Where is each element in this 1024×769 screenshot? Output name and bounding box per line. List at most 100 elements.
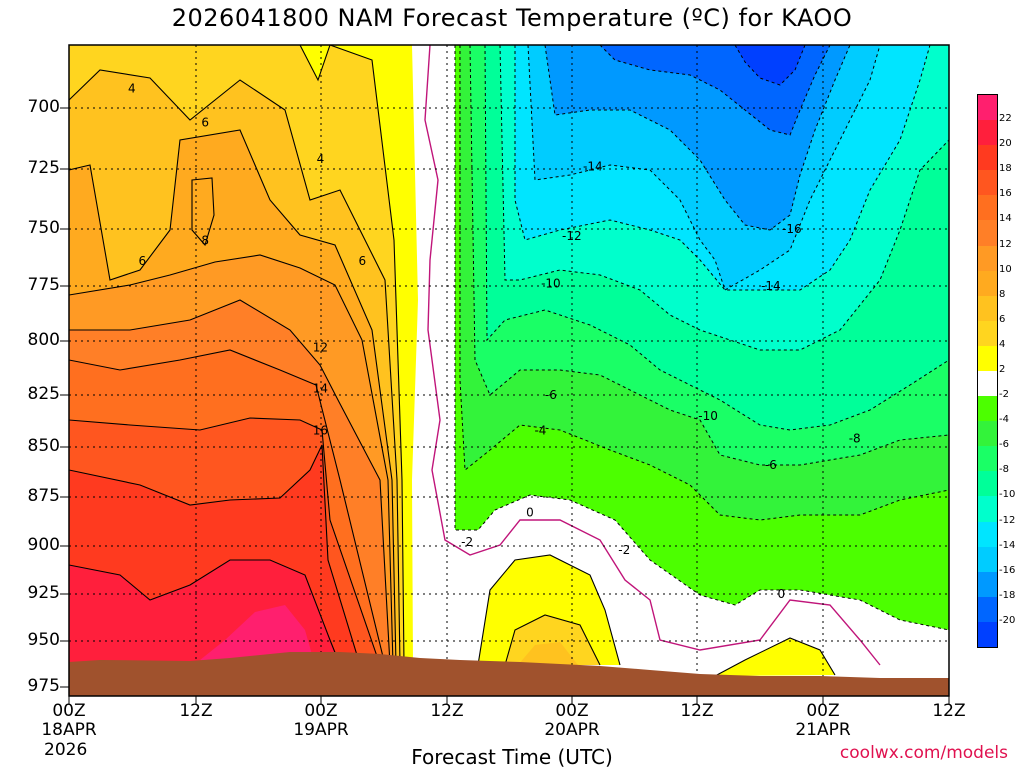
fill-m20 [735,45,805,85]
ytick-label: 900 [27,535,60,555]
colorbar-label: -20 [999,614,1016,626]
colorbar-cell [978,396,997,422]
colorbar-cell [978,345,997,372]
colorbar-label: -18 [999,589,1016,601]
xtick-label: 00Z 18APR [41,701,97,740]
contour-label: 14 [313,382,328,396]
contour-label: 4 [128,81,136,95]
contour-labels: 4 6 4 8 6 6 12 14 16 -14 -12 -10 -16 -14 -6 -4 -10 -8 -6 0 -… [128,81,861,601]
plot-frame [68,44,950,697]
colorbar-cell [978,170,997,196]
fill-22 [200,605,315,665]
colorbar-cell [978,446,997,472]
xtick-label: 00Z 21APR [795,701,851,740]
xtick-label: 12Z [430,701,464,721]
colorbar-cell [978,95,997,121]
colorbar-label: 2 [999,364,1006,375]
colorbar-label: 20 [999,138,1012,150]
cold-contours [454,45,949,631]
colorbar-cell [978,371,997,397]
terrain [69,652,949,696]
ytick-label: 825 [27,384,60,404]
ytick-label: 725 [27,158,60,178]
ytick-label: 700 [27,97,60,117]
ytick-label: 875 [27,486,60,506]
colorbar-label: 22 [999,113,1012,125]
contour-label: -10 [698,409,718,423]
contour-label: -16 [782,222,802,236]
colorbar-label: -10 [999,489,1016,501]
warm-contours [69,45,836,677]
ytick-label: 850 [27,436,60,456]
contour-label: 6 [359,254,367,268]
x-axis-label: Forecast Time (UTC) [411,745,613,769]
contour-label: -6 [765,458,777,472]
credit-link[interactable]: coolwx.com/models [839,743,1008,763]
contour-label: -2 [461,535,473,549]
axis-ticks [60,107,950,704]
contour-label: -12 [562,229,582,243]
fill-6-pocket-20apr [518,642,578,665]
year-label: 2026 [44,740,88,760]
contour-label: 8 [201,233,209,247]
contour-label: 16 [313,423,328,437]
colorbar-label: 16 [999,188,1012,200]
contour-label: -6 [545,388,557,402]
colorbar-cell [978,571,997,598]
colorbar-cell [978,270,997,297]
contour-label: 6 [201,116,209,130]
fill-8-island [192,178,214,245]
contour-label: 12 [313,340,328,354]
colorbar-label: 8 [999,288,1006,300]
contour-label: -8 [849,432,861,446]
colorbar-label: 12 [999,238,1012,250]
colorbar-label: -2 [999,389,1009,401]
colorbar-label: 18 [999,163,1012,175]
chart-title: 2026041800 NAM Forecast Temperature (ºC)… [171,4,853,32]
ytick-label: 925 [27,583,60,603]
contour-label: -14 [583,160,603,174]
colorbar-cell [978,295,997,322]
colorbar-label: -12 [999,514,1016,526]
contour-label: 0 [778,587,786,601]
ytick-label: 750 [27,218,60,238]
xtick-label: 00Z 20APR [544,701,600,740]
colorbar-cell [978,521,997,548]
ytick-label: 975 [27,676,60,696]
colorbar-cell [978,546,997,573]
colorbar-cell [978,195,997,221]
ytick-label: 950 [27,630,60,650]
ytick-label: 775 [27,275,60,295]
colorbar-cell [978,421,997,447]
contour-label: -14 [761,279,781,293]
contour-label: 4 [317,152,325,166]
colorbar [977,94,998,648]
colorbar-cell [978,220,997,247]
contour-label: 6 [139,254,147,268]
colorbar-cell [978,120,997,146]
colorbar-cell [978,471,997,497]
xtick-label: 12Z [932,701,966,721]
contour-label: -2 [618,543,630,557]
colorbar-cell [978,245,997,272]
colorbar-label: 14 [999,213,1012,225]
colorbar-cell [978,145,997,171]
xtick-label: 12Z [680,701,714,721]
colorbar-label: -4 [999,414,1009,426]
colorbar-label: 4 [999,338,1006,350]
colorbar-label: -8 [999,464,1009,476]
colorbar-label: -14 [999,539,1016,551]
contour-label: 0 [526,506,534,520]
colorbar-label: 10 [999,263,1012,275]
ytick-label: 800 [27,330,60,350]
contour-label: -4 [534,423,546,437]
colorbar-cell [978,621,997,648]
colorbar-cell [978,596,997,623]
contour-label: -10 [541,277,561,291]
colorbar-label: -16 [999,564,1016,576]
xtick-label: 12Z [179,701,213,721]
colorbar-cell [978,320,997,347]
xtick-label: 00Z 19APR [293,701,349,740]
zero-contour [424,45,881,666]
